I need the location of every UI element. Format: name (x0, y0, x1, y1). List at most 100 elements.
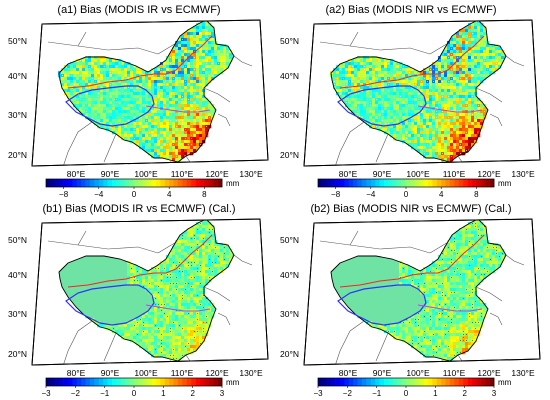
bias-cell (202, 29, 206, 33)
bias-cell (148, 327, 152, 331)
bias-cell (175, 92, 179, 96)
bias-cell (124, 134, 128, 138)
bias-cell (378, 107, 382, 111)
bias-cell (166, 104, 170, 108)
bias-cell (166, 119, 170, 123)
bias-cell (411, 267, 415, 271)
bias-cell (190, 249, 194, 253)
significance-dot (131, 69, 132, 70)
bias-cell (181, 56, 185, 60)
bias-cell (190, 318, 194, 322)
bias-cell (184, 113, 188, 117)
significance-dot (355, 84, 356, 85)
bias-cell (166, 294, 170, 298)
bias-cell (495, 50, 499, 54)
bias-cell (208, 240, 212, 244)
colorbar-segment (173, 179, 179, 187)
significance-dot (161, 280, 162, 281)
bias-cell (166, 258, 170, 262)
bias-cell (172, 152, 176, 156)
bias-cell (181, 92, 185, 96)
significance-dot (116, 102, 117, 103)
significance-dot (137, 96, 138, 97)
bias-cell (115, 327, 119, 331)
bias-cell (372, 113, 376, 117)
bias-cell (477, 122, 481, 126)
bias-cell (417, 116, 421, 120)
bias-cell (169, 339, 173, 343)
significance-dot (472, 33, 473, 34)
bias-cell (423, 143, 427, 147)
bias-cell (211, 53, 215, 57)
significance-dot (203, 328, 204, 329)
bias-cell (193, 345, 197, 349)
bias-cell (193, 285, 197, 289)
bias-cell (166, 137, 170, 141)
significance-dot (62, 75, 63, 76)
bias-cell (202, 125, 206, 129)
bias-cell (465, 122, 469, 126)
bias-cell (202, 23, 206, 27)
bias-cell (91, 95, 95, 99)
bias-cell (205, 77, 209, 81)
bias-cell (187, 92, 191, 96)
bias-cell (184, 149, 188, 153)
bias-cell (423, 137, 427, 141)
bias-cell (477, 59, 481, 63)
bias-cell (151, 345, 155, 349)
bias-cell (456, 152, 460, 156)
bias-cell (214, 68, 218, 72)
bias-cell (163, 324, 167, 328)
bias-cell (387, 59, 391, 63)
bias-cell (211, 231, 215, 235)
bias-cell (444, 146, 448, 150)
bias-cell (217, 71, 221, 75)
colorbar-segment (432, 179, 438, 187)
bias-cell (148, 345, 152, 349)
colorbar-segment (191, 378, 196, 386)
bias-cell (190, 65, 194, 69)
significance-dot (478, 105, 479, 106)
bias-cell (420, 74, 424, 78)
map-a2: 50°N40°N30°N20°N80°E 90°E 100°E 110°E 120°E 1… (280, 19, 541, 199)
significance-dot (134, 90, 135, 91)
bias-cell (160, 300, 164, 304)
bias-cell (148, 83, 152, 87)
bias-cell (390, 80, 394, 84)
colorbar-segment (120, 179, 126, 187)
significance-dot (191, 262, 192, 263)
bias-cell (360, 110, 364, 114)
bias-cell (453, 68, 457, 72)
bias-cell (211, 267, 215, 271)
bias-cell (477, 119, 481, 123)
bias-cell (205, 222, 209, 226)
bias-cell (456, 143, 460, 147)
bias-cell (127, 83, 131, 87)
significance-dot (206, 316, 207, 317)
bias-cell (196, 44, 200, 48)
bias-cell (459, 131, 463, 135)
bias-cell (456, 116, 460, 120)
significance-dot (463, 99, 464, 100)
bias-cell (202, 107, 206, 111)
bias-cell (178, 240, 182, 244)
significance-dot (197, 295, 198, 296)
bias-cell (160, 297, 164, 301)
bias-cell (402, 83, 406, 87)
lon-label: 130°E (239, 368, 263, 378)
bias-cell (151, 327, 155, 331)
bias-cell (208, 110, 212, 114)
bias-cell (166, 339, 170, 343)
country-border (457, 155, 477, 166)
bias-cell (205, 252, 209, 256)
bias-cell (94, 92, 98, 96)
bias-cell (432, 71, 436, 75)
bias-cell (360, 56, 364, 60)
bias-cell (157, 318, 161, 322)
bias-cell (160, 125, 164, 129)
bias-cell (483, 65, 487, 69)
bias-cell (100, 113, 104, 117)
bias-cell (360, 74, 364, 78)
bias-cell (369, 56, 373, 60)
bias-cell (417, 143, 421, 147)
